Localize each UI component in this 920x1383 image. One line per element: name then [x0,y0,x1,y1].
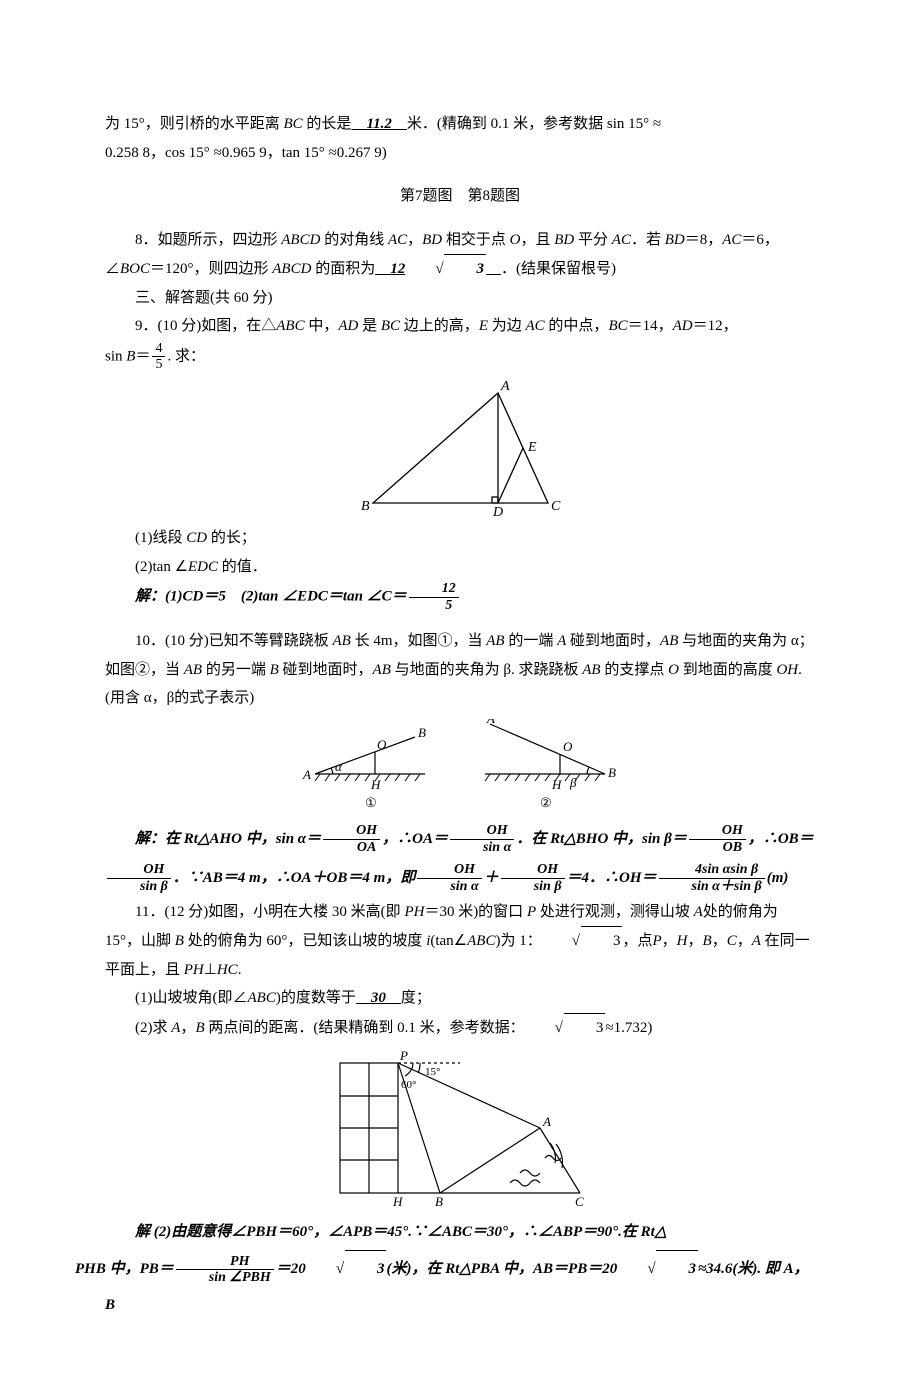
problem-9-q1: (1)线段 CD 的长； [105,524,815,553]
problem-11: 11．(12 分)如图，小明在大楼 30 米高(即 PH＝30 米)的窗口 P … [105,898,815,985]
svg-text:B: B [435,1194,443,1208]
text: 米．(精确到 0.1 米，参考数据 sin 15° ≈ [407,116,661,132]
figure-10: A B O H α ① A B O H β ② [105,719,815,814]
svg-text:P: P [399,1048,408,1063]
svg-text:60°: 60° [401,1079,416,1091]
svg-text:β: β [569,775,577,790]
svg-text:O: O [377,737,387,752]
text: 为 15°，则引桥的水平距离 [105,116,284,132]
solution-11: 解 (2)由题意得∠PBH＝60°，∠APB＝45°.∵∠ABC＝30°，∴∠A… [105,1214,815,1323]
text: 0.258 8，cos 15° ≈0.965 9，tan 15° ≈0.267 … [105,145,387,161]
svg-text:B: B [361,499,370,514]
svg-text:②: ② [540,795,552,810]
figure-9: A B C D E [105,378,815,518]
problem-9: 9．(10 分)如图，在△ABC 中，AD 是 BC 边上的高，E 为边 AC … [105,312,815,341]
svg-text:α: α [335,759,343,774]
frac-4-5: 45 [152,341,165,373]
svg-text:E: E [527,440,537,455]
svg-text:H: H [370,777,381,792]
svg-text:A: A [542,1114,551,1129]
building-svg: P H B C A 15° 60° [325,1048,595,1208]
problem-9-sinb: sin B＝45. 求： [105,341,815,373]
svg-text:①: ① [365,795,377,810]
svg-text:B: B [418,725,426,740]
svg-text:H: H [392,1194,403,1208]
blank-8: 12√3 [375,261,501,277]
svg-text:H: H [551,777,562,792]
svg-text:O: O [563,739,573,754]
blank-11: 30 [356,990,401,1006]
problem-8: 8．如题所示，四边形 ABCD 的对角线 AC，BD 相交于点 O，且 BD 平… [105,226,815,284]
svg-text:C: C [551,499,561,514]
problem-11-q2: (2)求 A，B 两点间的距离．(结果精确到 0.1 米，参考数据：√3≈1.7… [105,1013,815,1043]
problem-7-continuation: 为 15°，则引桥的水平距离 BC 的长是 11.2 米．(精确到 0.1 米，… [105,110,815,167]
svg-text:A: A [500,379,510,394]
blank-7: 11.2 [351,116,406,132]
svg-text:A: A [486,719,495,726]
solution-9: 解：(1)CD＝5 (2)tan ∠EDC＝tan ∠C＝125 [105,581,815,613]
problem-10: 10．(10 分)已知不等臂跷跷板 AB 长 4m，如图①，当 AB 的一端 A… [105,627,815,713]
problem-11-q1: (1)山坡坡角(即∠ABC)的度数等于 30 度； [105,984,815,1013]
triangle-svg: A B C D E [353,378,568,518]
figure-11: P H B C A 15° 60° [105,1048,815,1208]
svg-text:15°: 15° [425,1066,440,1078]
seesaw-svg: A B O H α ① A B O H β ② [295,719,625,814]
problem-9-q2: (2)tan ∠EDC 的值． [105,553,815,582]
var-bc: BC [284,116,303,132]
text: 的长是 [303,116,352,132]
solution-10: 解：在 Rt△AHO 中，sin α＝OHOA，∴OA＝OHsin α．在 Rt… [105,820,815,898]
svg-text:D: D [492,505,503,518]
svg-text:B: B [608,765,616,780]
section-3-header: 三、解答题(共 60 分) [105,284,815,313]
figure-caption-7-8: 第7题图 第8题图 [105,182,815,211]
svg-text:A: A [302,767,311,782]
svg-text:C: C [575,1194,584,1208]
